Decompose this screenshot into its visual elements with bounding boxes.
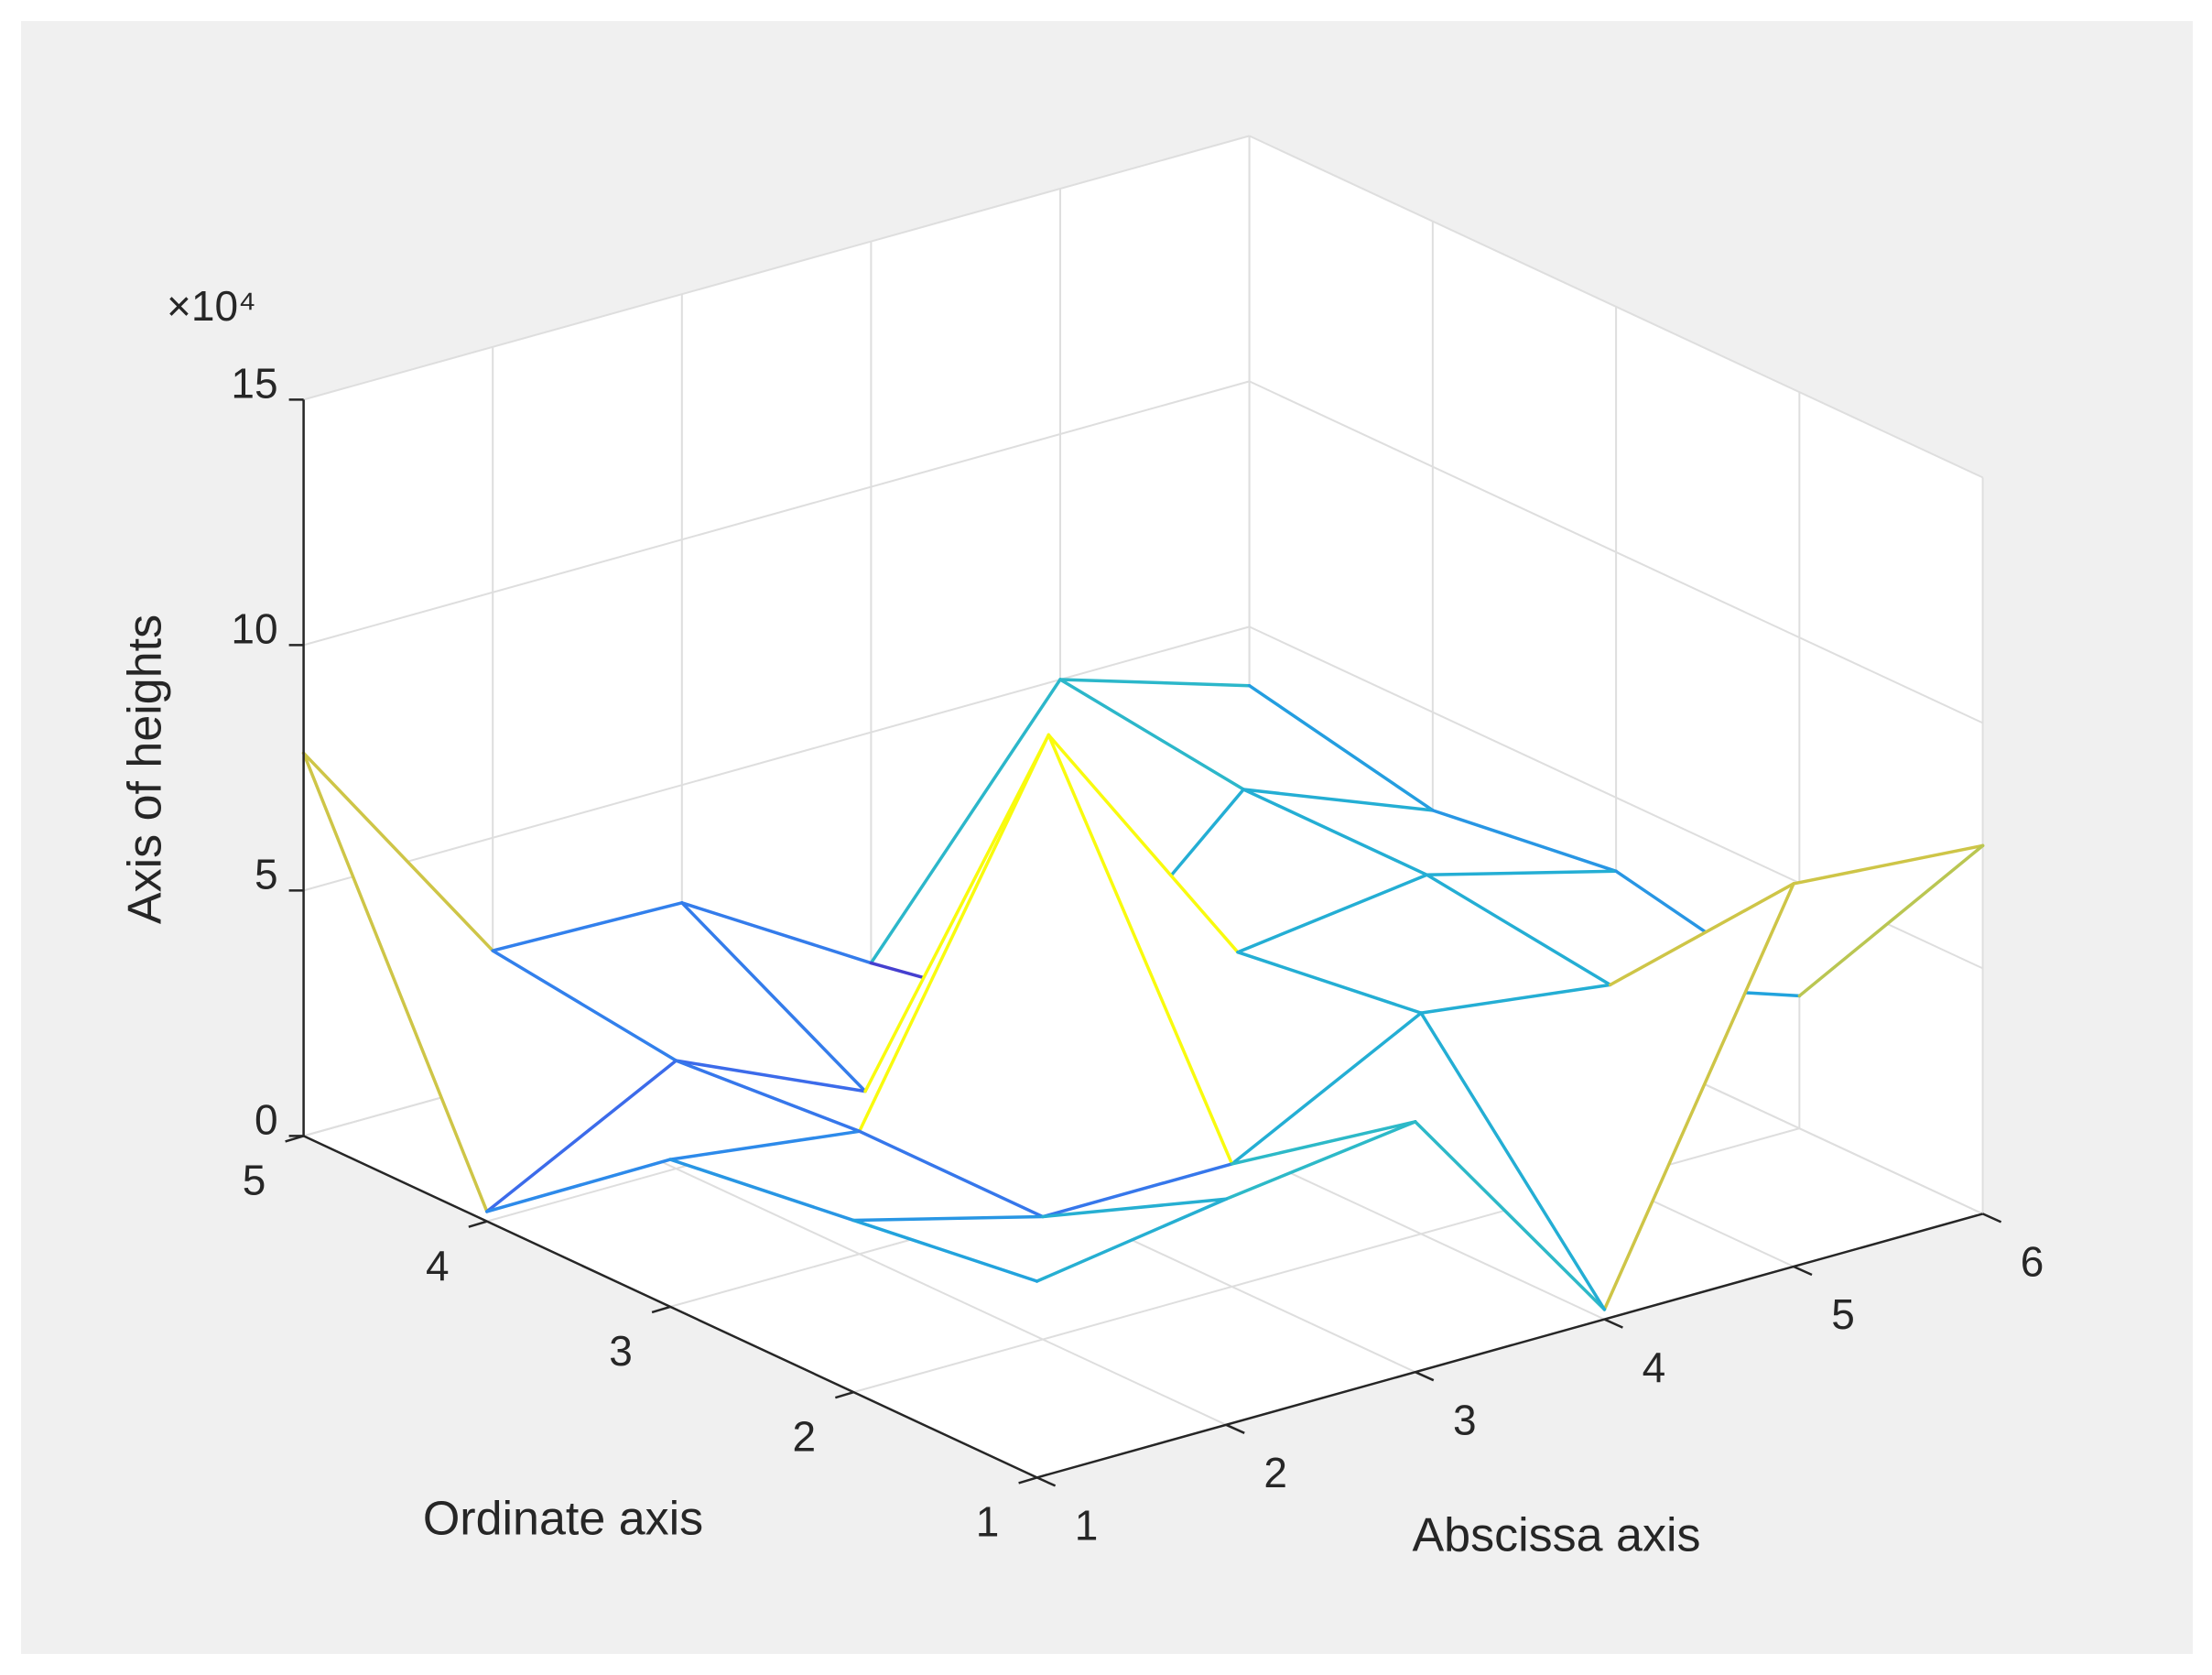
x-tick-label: 5: [1831, 1290, 1855, 1338]
x-tick-label: 1: [1075, 1502, 1099, 1550]
mesh-edge: [1431, 809, 1618, 874]
x-tick-label: 4: [1643, 1343, 1666, 1391]
mesh-edge: [1242, 788, 1435, 812]
mesh-face: [1243, 789, 1617, 876]
x-tick: [1603, 1318, 1623, 1329]
y-tick: [285, 1135, 304, 1143]
mesh-edge: [680, 901, 867, 1093]
mesh-edge: [301, 751, 494, 952]
mesh-edge: [863, 733, 1051, 1093]
mesh-edge: [301, 751, 489, 1213]
mesh-edge: [1230, 1011, 1423, 1166]
mesh-face: [1042, 1121, 1415, 1217]
y-tick-label: 5: [243, 1157, 266, 1204]
x-tick: [1982, 1213, 2002, 1224]
x-tick-label: 2: [1263, 1449, 1287, 1496]
mesh-face: [859, 734, 1232, 1217]
y-tick: [468, 1220, 488, 1228]
mesh-edge: [674, 1059, 867, 1093]
mesh-edge: [1419, 1011, 1607, 1311]
grid-line: [1249, 380, 1984, 724]
mesh-edge: [851, 1214, 1045, 1223]
x-tick: [1793, 1265, 1813, 1277]
y-tick-label: 2: [793, 1412, 817, 1460]
mesh-edge: [680, 901, 873, 965]
mesh-edge: [869, 678, 1062, 965]
z-tick-label: 0: [255, 1096, 278, 1144]
mesh-edge: [1247, 683, 1435, 812]
mesh-edge: [1236, 950, 1423, 1015]
grid-line: [303, 380, 1250, 647]
x-tick-label: 6: [2021, 1238, 2044, 1286]
grid-line: [303, 625, 1250, 892]
mesh-edge: [1046, 733, 1240, 954]
x-tick: [1225, 1423, 1245, 1434]
mesh-edge: [1797, 843, 1985, 998]
axes: 0 5 10 15 1 2 3 4 5 1 2 3 4 5 6: [231, 360, 2044, 1550]
mesh-edge: [1058, 678, 1245, 791]
grid-line: [303, 135, 1250, 401]
mesh-edge: [1425, 873, 1612, 987]
y-tick-label: 1: [976, 1498, 1000, 1546]
mesh-edge: [1041, 1162, 1234, 1219]
y-tick: [651, 1305, 671, 1314]
x-axis-label: Abscissa axis: [1413, 1509, 1701, 1562]
mesh-edge: [1035, 1197, 1228, 1283]
z-tick-label: 15: [231, 360, 277, 408]
mesh-edge: [1224, 1120, 1417, 1201]
mesh: [301, 678, 1985, 1311]
y-tick-label: 4: [426, 1242, 450, 1289]
z-axis-label: Axis of heights: [119, 615, 172, 924]
y-tick: [834, 1390, 854, 1399]
mesh-face: [1237, 875, 1610, 1014]
mesh-edge: [1058, 678, 1252, 688]
mesh-edge: [1792, 843, 1985, 886]
mesh-edge: [1425, 869, 1618, 877]
z-exponent: ×10⁴: [167, 282, 256, 330]
mesh-edge: [668, 1129, 862, 1161]
mesh-edge: [1230, 1120, 1417, 1166]
mesh-edge: [485, 1059, 678, 1213]
z-tick-label: 5: [255, 851, 278, 898]
z-tick-label: 10: [231, 605, 277, 653]
y-tick: [1018, 1476, 1037, 1485]
mesh-edge: [1242, 788, 1429, 877]
mesh-edge: [1041, 1197, 1228, 1219]
mesh-edge: [1419, 983, 1612, 1015]
mesh-face: [493, 902, 866, 1092]
mesh-edge: [1602, 882, 1795, 1311]
mesh-edge: [1609, 882, 1795, 987]
x-tick: [1036, 1476, 1057, 1487]
mesh-face: [1231, 1013, 1605, 1310]
grid-line: [1249, 135, 1984, 479]
x-tick: [1415, 1371, 1435, 1382]
y-axis-label: Ordinate axis: [423, 1493, 703, 1546]
mesh-edge: [485, 1158, 672, 1213]
mesh-edge: [1414, 1120, 1607, 1311]
mesh-edge: [1046, 733, 1234, 1166]
mesh-face: [486, 1060, 860, 1212]
mesh-face: [303, 753, 677, 1212]
mesh-edge: [674, 1059, 862, 1134]
mesh-edge: [857, 733, 1051, 1134]
mesh-edge: [851, 1218, 1039, 1283]
x-axis: [1036, 1213, 1983, 1479]
y-tick-label: 3: [609, 1327, 633, 1375]
mesh-edge: [1236, 873, 1429, 954]
mesh-edge: [857, 1129, 1045, 1219]
mesh-face: [670, 1131, 1043, 1221]
mesh-edge: [491, 949, 678, 1062]
mesh-edge: [491, 901, 684, 952]
mesh-face: [1060, 680, 1433, 810]
mesh-face: [1421, 883, 1794, 1310]
mesh-edge: [668, 1158, 856, 1223]
x-tick-label: 3: [1453, 1396, 1477, 1443]
